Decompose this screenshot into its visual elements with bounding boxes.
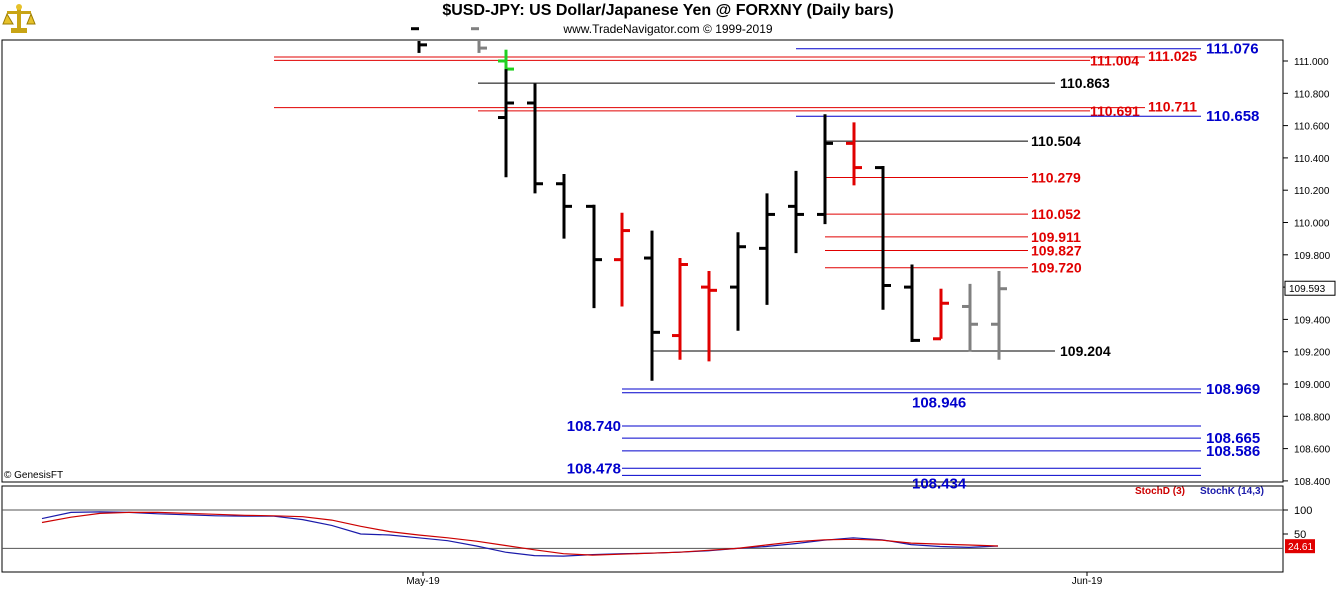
ohlc-bar [817,114,833,225]
ohlc-bar [962,283,978,352]
ohlc-bar [788,170,804,254]
genesis-watermark: © GenesisFT [4,470,63,481]
stochk-legend: StochK (14,3) [1200,486,1264,497]
stoch-ytick-label: 50 [1294,529,1306,541]
last-price-label: 109.593 [1289,284,1326,295]
level-label: 110.052 [1031,206,1081,222]
ohlc-bar [846,122,862,186]
chart-title: $USD-JPY: US Dollar/Japanese Yen @ FORXN… [442,2,894,19]
level-label: 108.969 [1206,381,1260,398]
ohlc-bar [875,165,891,310]
level-label: 110.863 [1060,75,1110,91]
price-ytick-label: 109.200 [1294,348,1331,359]
ohlc-bar [614,212,630,307]
level-label: 110.504 [1031,133,1081,149]
price-panel-frame [1,39,1284,483]
stoch-last-value-box [1285,539,1315,554]
price-ytick-label: 110.800 [1294,89,1330,100]
x-label-jun: Jun-19 [1072,576,1103,587]
price-ytick-label: 108.800 [1294,412,1331,423]
trade-navigator-logo-icon [2,2,36,36]
x-label-may: May-19 [406,576,440,587]
ohlc-bar [701,270,717,362]
level-label: 108.946 [912,395,966,412]
level-label: 109.720 [1031,260,1082,276]
stoch-series-line [41,511,999,556]
level-label: 111.025 [1148,48,1197,64]
level-label: 109.827 [1031,242,1082,258]
stochd-legend: StochD (3) [1135,486,1185,497]
price-ytick-label: 110.400 [1294,154,1330,165]
stoch-ytick-label: 100 [1294,505,1312,517]
level-label: 108.478 [567,460,621,477]
price-ytick-label: 110.000 [1294,219,1330,230]
level-label: 111.076 [1206,41,1259,58]
ohlc-bar [556,174,572,239]
price-ytick-label: 109.400 [1294,315,1331,326]
stoch-last-value-label: 24.61 [1288,542,1313,553]
ohlc-bar [411,27,427,53]
level-label: 109.204 [1060,343,1111,359]
ohlc-bar [904,264,920,343]
level-label: 110.658 [1206,108,1259,125]
level-label: 108.740 [567,418,621,435]
ohlc-bar [471,27,487,53]
stoch-panel-frame [1,485,1284,573]
price-ytick-label: 110.600 [1294,122,1330,133]
level-label: 110.711 [1148,99,1197,115]
level-label: 108.665 [1206,430,1260,447]
level-label: 108.586 [1206,443,1260,460]
ohlc-bar [933,288,949,341]
chart-header: $USD-JPY: US Dollar/Japanese Yen @ FORXN… [0,0,1336,40]
ohlc-bar [759,193,775,305]
price-ytick-label: 109.800 [1294,251,1331,262]
ohlc-bar [672,258,688,360]
ohlc-bar [498,69,514,178]
ohlc-bar [730,232,746,331]
ohlc-bar [991,270,1007,360]
level-label: 111.004 [1090,52,1139,68]
ohlc-bar [586,204,602,309]
price-ytick-label: 108.600 [1294,445,1331,456]
level-label: 109.911 [1031,229,1081,245]
level-label: 110.279 [1031,169,1081,185]
level-label: 108.434 [912,475,967,492]
level-label: 110.691 [1090,103,1140,119]
chart-subtitle: www.TradeNavigator.com © 1999-2019 [563,22,773,36]
ohlc-bar [644,230,660,381]
price-ytick-label: 111.000 [1294,57,1329,68]
last-price-box [1284,280,1336,296]
price-ytick-label: 109.000 [1294,380,1331,391]
price-ytick-label: 108.400 [1294,477,1331,488]
price-ytick-label: 110.200 [1294,186,1330,197]
ohlc-bar [527,83,543,194]
